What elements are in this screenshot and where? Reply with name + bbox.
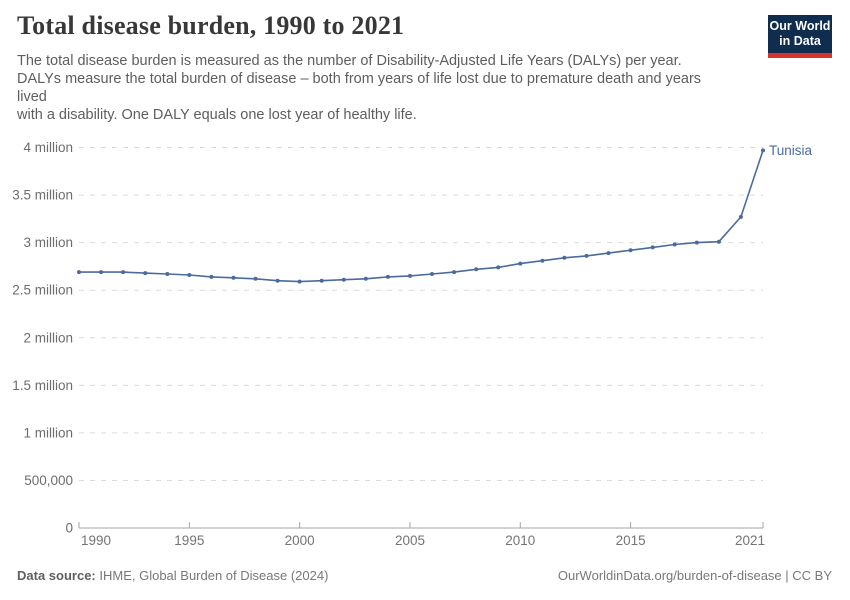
subtitle-line: DALYs measure the total burden of diseas… xyxy=(17,71,702,87)
data-point[interactable] xyxy=(385,274,390,279)
trend-line[interactable] xyxy=(79,150,764,283)
y-axis-label: 2 million xyxy=(23,330,73,345)
data-point[interactable] xyxy=(738,214,743,219)
y-axis-label: 3 million xyxy=(23,235,73,250)
data-point[interactable] xyxy=(341,277,346,282)
owid-logo-line2: in Data xyxy=(779,34,821,48)
y-axis-label: 1.5 million xyxy=(12,378,73,393)
owid-logo-line1: Our World xyxy=(769,19,831,33)
data-point[interactable] xyxy=(187,273,192,277)
data-point[interactable] xyxy=(650,245,655,250)
chart-svg: 4 million 3.5 million 3 million 2.5 million… xyxy=(12,140,813,548)
data-point[interactable] xyxy=(761,148,765,153)
license-badge: | CC BY xyxy=(781,568,832,583)
data-point[interactable] xyxy=(452,270,457,275)
data-point[interactable] xyxy=(540,258,545,263)
data-point[interactable] xyxy=(628,248,633,253)
data-point[interactable] xyxy=(121,270,126,275)
data-point[interactable] xyxy=(165,272,170,276)
data-point[interactable] xyxy=(518,261,523,266)
license-line: OurWorldinData.org/burden-of-disease | C… xyxy=(558,568,832,583)
data-point[interactable] xyxy=(584,253,589,258)
data-point[interactable] xyxy=(209,274,214,279)
entity-label[interactable]: Tunisia xyxy=(769,143,813,158)
x-axis-label: 2015 xyxy=(616,533,646,548)
data-point[interactable] xyxy=(99,270,104,275)
y-axis-label: 500,000 xyxy=(24,473,73,488)
subtitle-line: with a disability. One DALY equals one l… xyxy=(17,107,417,123)
data-point[interactable] xyxy=(474,267,479,272)
x-axis-label: 2000 xyxy=(285,533,315,548)
subtitle-line: lived xyxy=(17,89,47,105)
data-point[interactable] xyxy=(253,276,258,281)
data-point[interactable] xyxy=(231,275,236,280)
chart-footer: Data source: IHME, Global Burden of Dise… xyxy=(0,568,850,588)
data-point[interactable] xyxy=(496,265,501,270)
data-point[interactable] xyxy=(430,272,434,276)
data-point[interactable] xyxy=(694,240,699,245)
x-axis-label: 2010 xyxy=(505,533,535,548)
y-axis-label: 3.5 million xyxy=(12,188,73,203)
data-point[interactable] xyxy=(319,278,324,283)
data-point[interactable] xyxy=(143,271,148,276)
data-point[interactable] xyxy=(363,276,368,281)
data-point[interactable] xyxy=(672,242,677,247)
y-axis-label: 2.5 million xyxy=(12,283,73,298)
x-axis-label: 2021 xyxy=(735,533,765,548)
data-point[interactable] xyxy=(275,278,280,283)
data-source-line: Data source: IHME, Global Burden of Dise… xyxy=(17,568,328,583)
data-point[interactable] xyxy=(716,239,721,244)
data-point[interactable] xyxy=(297,279,302,284)
x-axis-label: 2005 xyxy=(395,533,425,548)
y-axis-label: 4 million xyxy=(23,140,73,155)
y-axis-label: 0 xyxy=(65,521,73,536)
owid-logo[interactable]: Our World in Data xyxy=(768,15,832,58)
data-point[interactable] xyxy=(606,251,611,256)
data-point[interactable] xyxy=(562,255,567,260)
data-point[interactable] xyxy=(408,273,412,278)
subtitle-line: The total disease burden is measured as … xyxy=(17,53,682,69)
data-source-label: Data source: xyxy=(17,568,96,583)
chart-title: Total disease burden, 1990 to 2021 xyxy=(17,11,405,40)
chart-subtitle: The total disease burden is measured as … xyxy=(17,52,701,124)
owid-url-link[interactable]: OurWorldinData.org/burden-of-disease xyxy=(557,568,782,583)
data-point[interactable] xyxy=(77,270,81,275)
x-axis-label: 1995 xyxy=(174,533,204,548)
y-axis-label: 1 million xyxy=(23,425,73,440)
data-source-value: IHME, Global Burden of Disease (2024) xyxy=(95,568,329,583)
x-axis-label: 1990 xyxy=(81,533,111,548)
